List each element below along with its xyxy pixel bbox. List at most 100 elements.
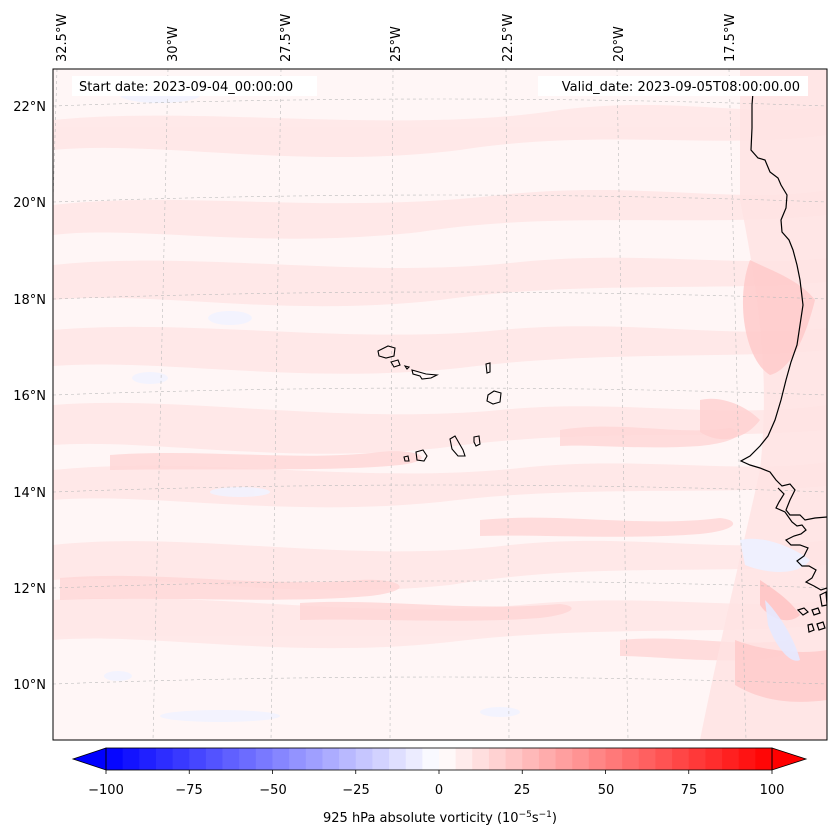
colorbar-cell [688, 748, 706, 770]
lon-label-17-5w: 17.5°W [723, 14, 738, 62]
lat-label-22n: 22°N [13, 100, 46, 115]
colorbar-cell [455, 748, 473, 770]
colorbar-cell [255, 748, 273, 770]
colorbar-cell [472, 748, 490, 770]
valid-date-box: Valid_date: 2023-09-05T08:00:00.00 [538, 76, 808, 96]
island-boa-vista [486, 390, 502, 405]
map-frame [52, 68, 828, 741]
colorbar-cell [205, 748, 223, 770]
colorbar-cell [422, 748, 440, 770]
colorbar-cell [705, 748, 723, 770]
parallel-20 [53, 194, 827, 203]
colorbar-cell [372, 748, 390, 770]
colorbar: −100 −75 −50 −25 0 25 50 75 100 925 hPa … [71, 747, 808, 826]
island-sal [485, 362, 491, 374]
lon-label-32-5w: 32.5°W [55, 14, 70, 62]
colorbar-cell [522, 748, 540, 770]
colorbar-cell [672, 748, 690, 770]
colorbar-cell [605, 748, 623, 770]
coastline [739, 79, 827, 633]
colorbar-cell [588, 748, 606, 770]
colorbar-cell [439, 748, 457, 770]
island-santo-antao [377, 345, 396, 359]
colorbar-cell [272, 748, 290, 770]
meridian-27-5 [270, 69, 282, 740]
colorbar-cell [155, 748, 173, 770]
colorbar-cell [322, 748, 340, 770]
colorbar-cell [222, 748, 240, 770]
cbar-tick-label: −75 [175, 783, 202, 798]
meridian-20 [616, 69, 629, 740]
cbar-tick-label: 50 [598, 783, 615, 798]
colorbar-cell [389, 748, 407, 770]
island-maio [473, 435, 481, 447]
meridian-17-5 [728, 69, 747, 740]
cbar-tick-label: 25 [514, 783, 531, 798]
lat-label-18n: 18°N [13, 293, 46, 308]
parallel-16 [53, 387, 827, 396]
cape-verde-islands [377, 345, 502, 462]
colorbar-cell [622, 748, 640, 770]
colorbar-extend-min [71, 747, 107, 771]
colorbar-cell [189, 748, 207, 770]
colorbar-cell [339, 748, 357, 770]
island-brava [403, 455, 410, 462]
start-date-box: Start date: 2023-09-04_00:00:00 [72, 76, 317, 96]
start-date-label: Start date: 2023-09-04_00:00:00 [79, 80, 293, 95]
colorbar-cell [738, 748, 756, 770]
lat-label-14n: 14°N [13, 486, 46, 501]
parallel-22 [53, 98, 827, 107]
colorbar-ticks [105, 770, 773, 774]
colorbar-cell [538, 748, 556, 770]
coast-gambia-guinea [775, 487, 827, 591]
lon-label-22-5w: 22.5°W [501, 14, 516, 62]
colorbar-label: 925 hPa absolute vorticity (10−5s−1) [323, 810, 557, 826]
colorbar-cell [488, 748, 506, 770]
lat-label-20n: 20°N [13, 196, 46, 211]
colorbar-cell [655, 748, 673, 770]
colorbar-cell [405, 748, 423, 770]
cbar-tick-label: −25 [342, 783, 369, 798]
colorbar-cells [106, 748, 773, 770]
lon-label-20w: 20°W [612, 26, 627, 62]
colorbar-cell [638, 748, 656, 770]
colorbar-cell [239, 748, 257, 770]
island-sao-vicente [390, 359, 401, 368]
coast-mauritania-senegal [739, 79, 827, 521]
parallel-18 [53, 291, 827, 300]
lat-label-12n: 12°N [13, 582, 46, 597]
latitude-labels: 22°N 20°N 18°N 16°N 14°N 12°N 10°N [13, 100, 46, 693]
island-fogo [415, 449, 428, 462]
colorbar-cell [355, 748, 373, 770]
colorbar-cell [305, 748, 323, 770]
lat-label-10n: 10°N [13, 678, 46, 693]
colorbar-cell [106, 748, 124, 770]
colorbar-cell [505, 748, 523, 770]
graticule [53, 69, 827, 740]
map-panel [53, 69, 827, 740]
cbar-tick-label: −100 [88, 783, 124, 798]
lon-label-30w: 30°W [166, 26, 181, 62]
colorbar-tick-labels: −100 −75 −50 −25 0 25 50 75 100 [88, 783, 784, 798]
colorbar-cell [755, 748, 773, 770]
colorbar-cell [172, 748, 190, 770]
cbar-tick-label: 75 [681, 783, 698, 798]
cbar-tick-label: −50 [259, 783, 286, 798]
meridian-30 [152, 69, 169, 740]
island-santiago [449, 435, 466, 457]
island-sao-nicolau [411, 369, 439, 380]
parallel-14 [53, 484, 827, 493]
colorbar-cell [722, 748, 740, 770]
lon-label-27-5w: 27.5°W [279, 14, 294, 62]
island-santa-luzia [403, 365, 411, 370]
vorticity-contours [53, 105, 827, 649]
coastal-vorticity [700, 70, 827, 740]
meridian-22-5 [505, 69, 510, 740]
colorbar-extend-max [771, 747, 808, 771]
lon-label-25w: 25°W [389, 26, 404, 62]
colorbar-cell [122, 748, 140, 770]
meridian-25 [389, 69, 394, 740]
cbar-tick-label: 100 [760, 783, 785, 798]
colorbar-cell [555, 748, 573, 770]
